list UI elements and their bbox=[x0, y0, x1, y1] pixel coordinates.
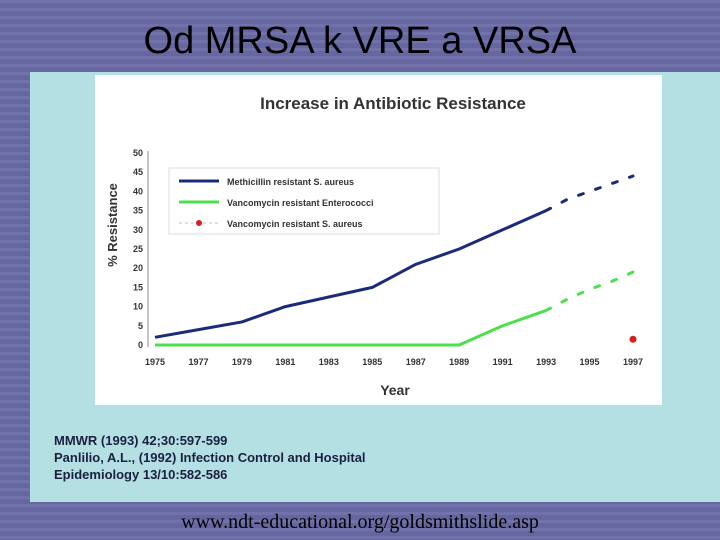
legend-label: Methicillin resistant S. aureus bbox=[227, 177, 354, 187]
series-layer bbox=[154, 174, 637, 347]
x-tick-label: 1985 bbox=[362, 357, 382, 367]
y-tick-label: 30 bbox=[133, 225, 143, 235]
chart-container: Increase in Antibiotic Resistance % Resi… bbox=[95, 75, 662, 405]
x-tick-label: 1993 bbox=[536, 357, 556, 367]
x-tick-label: 1997 bbox=[623, 357, 643, 367]
x-tick-label: 1977 bbox=[188, 357, 208, 367]
x-tick-label: 1987 bbox=[406, 357, 426, 367]
series-point-vrsa bbox=[629, 335, 637, 343]
legend-swatch-point bbox=[196, 220, 202, 226]
resistance-chart: Increase in Antibiotic Resistance % Resi… bbox=[105, 94, 643, 398]
reference-line: MMWR (1993) 42;30:597-599 bbox=[54, 433, 228, 448]
reference-line: Panlilio, A.L., (1992) Infection Control… bbox=[54, 450, 366, 465]
legend-label: Vancomycin resistant Enterococci bbox=[227, 198, 374, 208]
reference-line: Epidemiology 13/10:582-586 bbox=[54, 467, 228, 482]
slide-title: Od MRSA k VRE a VRSA bbox=[143, 20, 577, 62]
x-tick-label: 1981 bbox=[275, 357, 295, 367]
x-tick-label: 1995 bbox=[580, 357, 600, 367]
series-line-vre bbox=[155, 309, 547, 347]
chart-title: Increase in Antibiotic Resistance bbox=[260, 94, 526, 113]
legend-box bbox=[168, 167, 440, 235]
y-tick-label: 45 bbox=[133, 167, 143, 177]
y-tick-label: 50 bbox=[133, 148, 143, 158]
x-tick-label: 1989 bbox=[449, 357, 469, 367]
series-projection-vre bbox=[544, 270, 635, 312]
x-tick-label: 1975 bbox=[145, 357, 165, 367]
y-tick-label: 20 bbox=[133, 263, 143, 273]
source-url: www.ndt-educational.org/goldsmithslide.a… bbox=[181, 511, 539, 533]
y-tick-label: 10 bbox=[133, 302, 143, 312]
x-tick-label: 1983 bbox=[319, 357, 339, 367]
y-tick-label: 5 bbox=[138, 321, 143, 331]
y-tick-label: 25 bbox=[133, 244, 143, 254]
series-projection-mrsa bbox=[544, 174, 635, 213]
y-tick-label: 0 bbox=[138, 340, 143, 350]
legend-label: Vancomycin resistant S. aureus bbox=[227, 219, 363, 229]
x-tick-label: 1991 bbox=[493, 357, 513, 367]
references: MMWR (1993) 42;30:597-599 Panlilio, A.L.… bbox=[54, 432, 366, 483]
x-tick-label: 1979 bbox=[232, 357, 252, 367]
y-tick-label: 40 bbox=[133, 186, 143, 196]
y-tick-label: 35 bbox=[133, 206, 143, 216]
series-line-mrsa bbox=[154, 209, 547, 339]
axes: 0 5 10 15 20 25 30 35 40 45 50 1975 1977 1979 1981 1983… bbox=[133, 148, 643, 367]
legend: Methicillin resistant S. aureus Vancomyci… bbox=[168, 167, 440, 235]
y-axis-label: % Resistance bbox=[105, 183, 120, 267]
x-axis-label: Year bbox=[380, 382, 410, 398]
y-tick-label: 15 bbox=[133, 282, 143, 292]
